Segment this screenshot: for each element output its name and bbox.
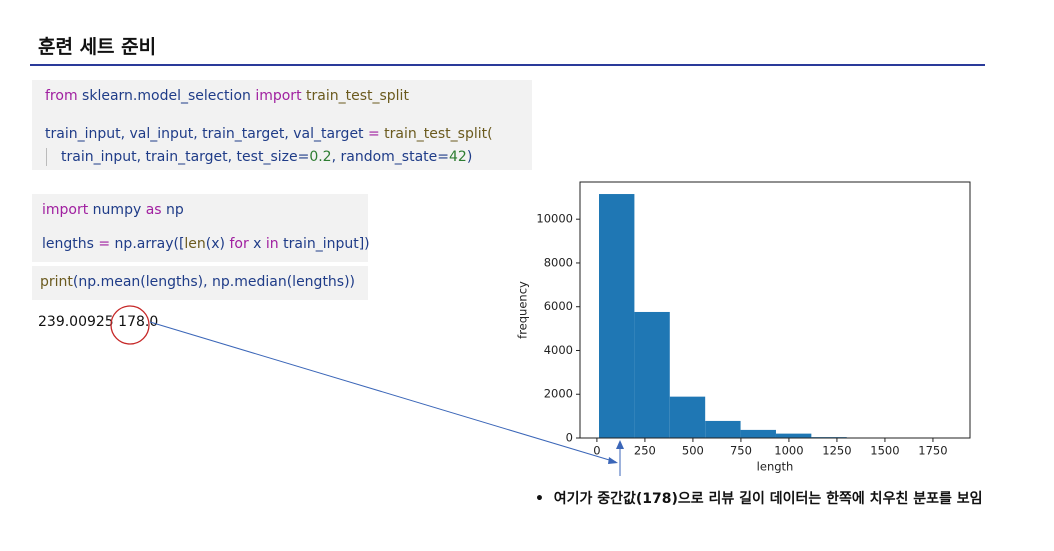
x-tick-label: 1500: [870, 444, 899, 458]
code-token: x: [248, 236, 266, 252]
annotation: • 여기가 중간값(178)으로 리뷰 길이 데이터는 한쪽에 치우친 분포를 …: [535, 491, 983, 507]
code-token: np: [161, 202, 184, 218]
x-tick-label: 0: [593, 444, 600, 458]
code-block: print(np.mean(lengths), np.median(length…: [32, 266, 368, 300]
x-tick-label: 1000: [774, 444, 803, 458]
code-line: train_input, train_target, test_size=0.2…: [61, 149, 472, 165]
code-token: from: [45, 88, 78, 104]
code-token: =: [368, 126, 380, 142]
code-token: in: [265, 236, 279, 252]
plot: 0 250 500 750 1000 1250 1500 1750 0 2000 4000 6000 8…: [516, 181, 971, 474]
code-token: print: [40, 274, 73, 290]
bar: [669, 396, 706, 438]
code-token: train_input, val_input, train_target, va…: [45, 126, 368, 142]
y-axis-label: frequency: [516, 281, 530, 339]
code-line: print(np.mean(lengths), np.median(length…: [40, 274, 355, 290]
code-line: train_input, val_input, train_target, va…: [45, 126, 493, 142]
code-token: numpy: [88, 202, 146, 218]
indent-guide: [46, 148, 47, 166]
pointer-line: [149, 321, 617, 463]
code-token: train_input, train_target, test_size=: [61, 149, 310, 165]
code-token: 0.2: [309, 149, 332, 165]
plot-frame: [579, 181, 971, 439]
code-token: for: [229, 236, 249, 252]
code-token: train_test_split(: [379, 126, 493, 142]
y-tick-label: 0: [566, 431, 573, 445]
code-token: lengths: [42, 236, 99, 252]
code-token: , random_state=: [331, 149, 449, 165]
highlight-circle: [110, 305, 150, 345]
code-line: lengths = np.array([len(x) for x in trai…: [42, 236, 370, 252]
title-rule: [30, 64, 985, 66]
y-tick-label: 8000: [544, 255, 573, 269]
code-token: np.array([: [110, 236, 185, 252]
x-tick-label: 250: [634, 444, 656, 458]
slide-title: 훈련 세트 준비: [38, 36, 157, 58]
arrow-head: [616, 440, 624, 449]
x-tick-label: 1250: [822, 444, 851, 458]
bar: [705, 420, 741, 438]
code-line: import numpy as np: [42, 202, 184, 218]
y-tick-label: 6000: [544, 299, 573, 313]
code-token: train_test_split: [301, 88, 409, 104]
bar: [740, 429, 776, 438]
bar: [775, 433, 812, 438]
code-token: train_input]): [278, 236, 370, 252]
y-tick-label: 2000: [544, 387, 573, 401]
x-tick-label: 500: [682, 444, 704, 458]
x-tick-label: 1750: [918, 444, 947, 458]
x-axis-label: length: [757, 460, 794, 474]
code-block: import numpy as np lengths = np.array([le…: [32, 194, 370, 262]
bar: [634, 311, 670, 438]
y-tick-label: 4000: [544, 343, 573, 357]
code-token: (x): [205, 236, 230, 252]
code-token: 42: [449, 149, 467, 165]
annotation-text: 여기가 중간값(178)으로 리뷰 길이 데이터는 한쪽에 치우친 분포를 보임: [553, 491, 983, 507]
code-token: (np.mean(lengths), np.median(lengths)): [72, 274, 356, 290]
code-token: =: [98, 236, 111, 252]
code-token: len: [184, 236, 206, 252]
y-tick-label: 10000: [536, 212, 573, 226]
code-block: from sklearn.model_selection import trai…: [32, 80, 532, 170]
code-token: import: [42, 202, 89, 218]
arrow-head: [608, 457, 618, 464]
code-line: from sklearn.model_selection import trai…: [45, 88, 409, 104]
code-token: import: [255, 88, 302, 104]
bar: [599, 194, 635, 438]
code-token: sklearn.model_selection: [77, 88, 256, 104]
code-token: ): [466, 149, 473, 165]
x-tick-label: 750: [730, 444, 752, 458]
code-token: as: [145, 202, 162, 218]
